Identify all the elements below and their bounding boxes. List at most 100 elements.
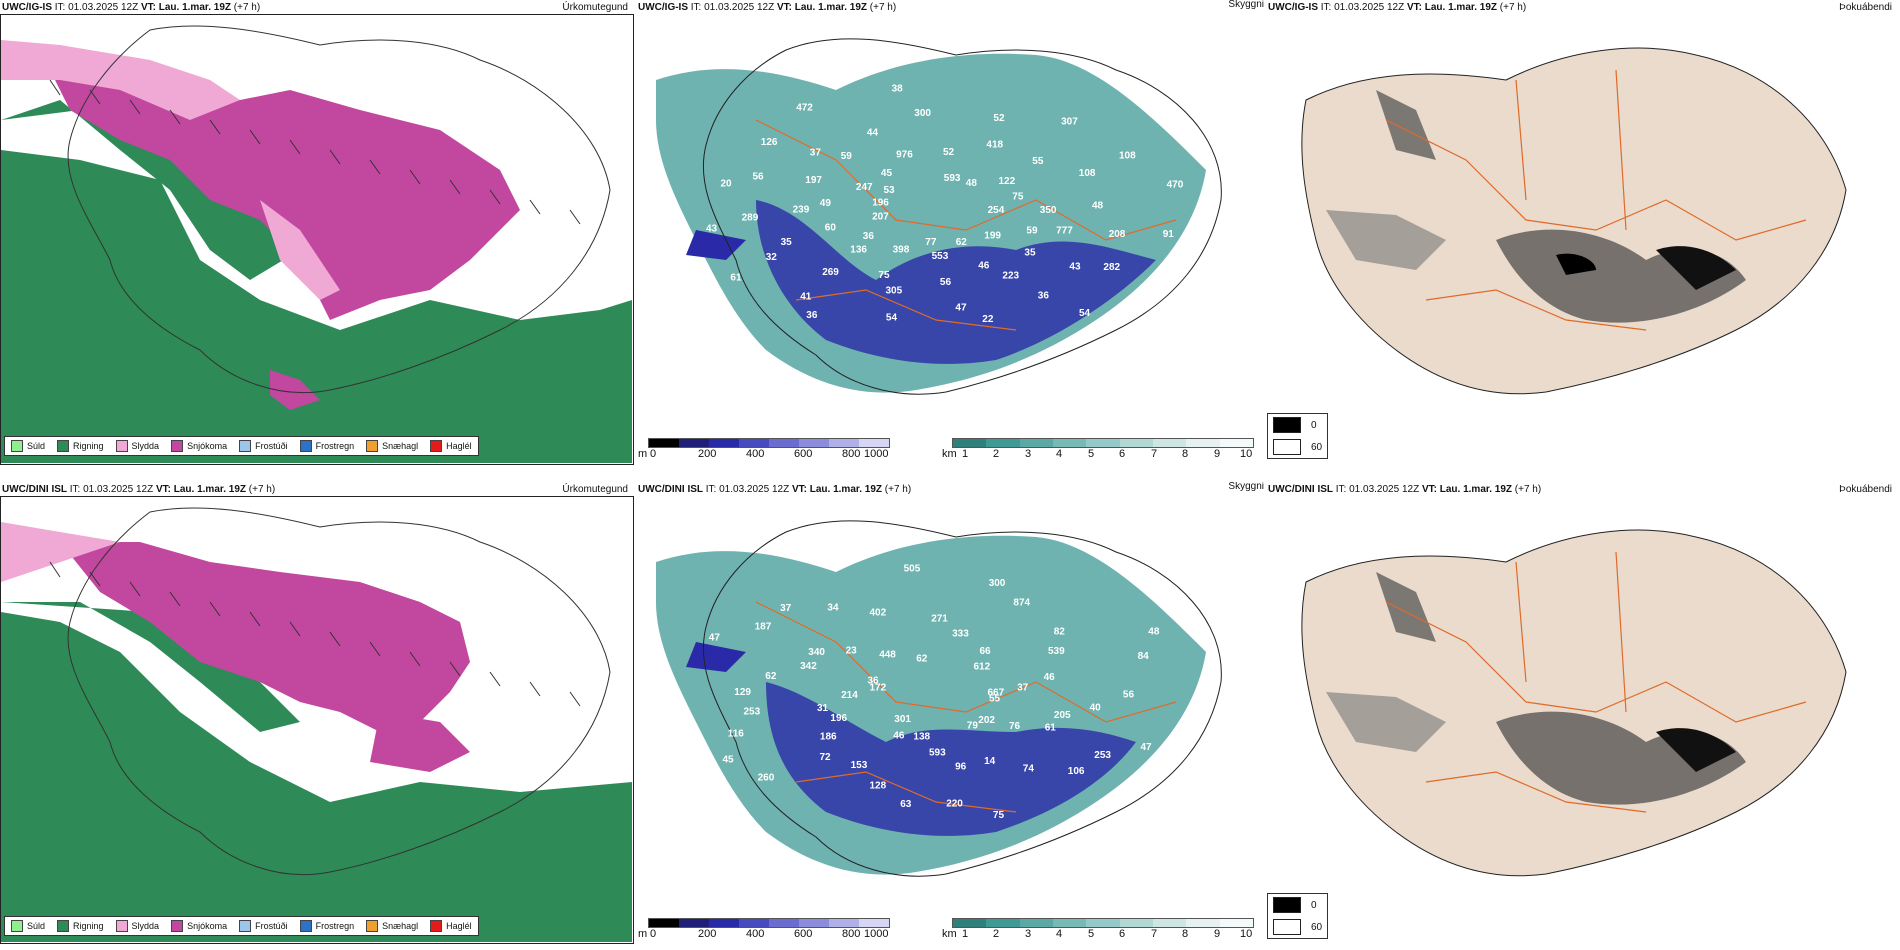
legend-item: Frostúði xyxy=(239,920,288,932)
ceiling-value-label: 197 xyxy=(805,175,822,186)
ceiling-value-label: 307 xyxy=(1061,116,1078,127)
ceiling-value-label: 470 xyxy=(1167,179,1184,190)
panel-name-fog: Þokuábendi xyxy=(1839,2,1892,13)
ceiling-value-label: 49 xyxy=(820,198,832,209)
legend-item: Súld xyxy=(11,440,45,452)
ceiling-value-label: 199 xyxy=(984,231,1001,242)
ceiling-value-label: 55 xyxy=(989,693,1001,704)
legend-item: Snjókoma xyxy=(171,440,227,452)
ceiling-value-label: 62 xyxy=(916,653,928,664)
ceiling-value-label: 777 xyxy=(1056,226,1073,237)
ceiling-value-label: 52 xyxy=(943,147,955,158)
ceiling-value-label: 333 xyxy=(952,628,969,639)
ceiling-value-label: 56 xyxy=(940,277,952,288)
ceiling-value-label: 45 xyxy=(723,755,735,766)
ceiling-value-label: 38 xyxy=(892,83,904,94)
panel-title: UWC/IG-IS IT: 01.03.2025 12Z VT: Lau. 1.… xyxy=(2,2,261,13)
ceiling-value-label: 214 xyxy=(841,690,858,701)
ceiling-value-label: 505 xyxy=(904,563,921,574)
legend-item: Snjókoma xyxy=(171,920,227,932)
ceiling-value-label: 37 xyxy=(810,148,822,159)
ceiling-value-label: 153 xyxy=(851,760,868,771)
ceiling-value-label: 46 xyxy=(978,261,990,272)
ceiling-value-label: 23 xyxy=(846,646,858,657)
ceiling-value-label: 874 xyxy=(1013,598,1030,609)
ceiling-value-label: 91 xyxy=(1163,229,1175,240)
ceiling-value-label: 593 xyxy=(929,747,946,758)
ceiling-value-label: 187 xyxy=(755,621,772,632)
ceiling-value-label: 35 xyxy=(1024,248,1036,259)
ceiling-value-label: 126 xyxy=(761,137,778,148)
ceiling-value-label: 14 xyxy=(984,756,996,767)
ceiling-value-label: 84 xyxy=(1138,651,1150,662)
ceiling-value-label: 62 xyxy=(956,237,968,248)
ceiling-value-label: 48 xyxy=(1092,201,1104,212)
ceiling-value-label: 340 xyxy=(808,647,825,658)
fog-panel-bottom: UWC/DINI ISL IT: 01.03.2025 12Z VT: Lau.… xyxy=(1266,482,1900,950)
ceiling-value-label: 20 xyxy=(721,179,733,190)
ceiling-value-label: 305 xyxy=(886,286,903,297)
ceiling-value-label: 66 xyxy=(980,646,992,657)
vis-panel-bottom: UWC/DINI ISL IT: 01.03.2025 12Z VT: Lau.… xyxy=(636,482,1266,950)
visibility-scale: km 1 2 3 4 5 6 7 8 9 10 xyxy=(942,438,1262,460)
ceiling-value-label: 56 xyxy=(753,172,765,183)
ceiling-value-label: 205 xyxy=(1054,710,1071,721)
ceiling-value-label: 129 xyxy=(734,687,751,698)
ceiling-value-label: 172 xyxy=(870,682,887,693)
ceiling-value-label: 342 xyxy=(800,661,817,672)
ceiling-value-label: 300 xyxy=(914,108,931,119)
ceiling-value-label: 74 xyxy=(1023,763,1035,774)
ceiling-value-label: 350 xyxy=(1040,205,1057,216)
ceiling-value-label: 539 xyxy=(1048,646,1065,657)
ceiling-value-label: 54 xyxy=(886,313,898,324)
ceiling-value-label: 136 xyxy=(850,245,867,256)
panel-name-visibility: Skyggni xyxy=(1228,482,1264,492)
precip-legend: Súld Rigning Slydda Snjókoma Frostúði Fr… xyxy=(4,436,479,456)
ceiling-value-label: 45 xyxy=(881,168,893,179)
ceiling-value-label: 223 xyxy=(1002,270,1019,281)
panel-title: UWC/IG-IS IT: 01.03.2025 12Z VT: Lau. 1.… xyxy=(1268,2,1527,13)
legend-item: Frostúði xyxy=(239,440,288,452)
ceiling-value-label: 75 xyxy=(878,270,890,281)
ceiling-value-label: 976 xyxy=(896,150,913,161)
ceiling-value-label: 48 xyxy=(1148,627,1160,638)
ceiling-value-label: 208 xyxy=(1109,229,1126,240)
ceiling-value-label: 207 xyxy=(872,211,889,222)
fog-scale-top: 0 60 xyxy=(1267,413,1329,459)
ceiling-value-label: 36 xyxy=(1038,290,1050,301)
ceiling-value-label: 59 xyxy=(841,151,853,162)
ceiling-value-label: 82 xyxy=(1054,627,1066,638)
ceiling-value-label: 72 xyxy=(820,752,832,763)
legend-item: Frostregn xyxy=(299,440,354,452)
precip-map xyxy=(0,482,636,950)
ceiling-value-label: 75 xyxy=(993,810,1005,821)
ceiling-value-label: 269 xyxy=(822,267,839,278)
legend-item: Snæhagl xyxy=(366,920,418,932)
ceiling-value-label: 667 xyxy=(988,688,1005,699)
ceiling-value-label: 472 xyxy=(796,102,813,113)
panel-name-fog: Þokuábendi xyxy=(1839,484,1892,495)
ceiling-value-label: 47 xyxy=(1141,742,1153,753)
legend-item: Haglél xyxy=(430,920,472,932)
ceiling-value-label: 36 xyxy=(863,231,875,242)
legend-item: Slydda xyxy=(115,920,159,932)
ceiling-value-label: 43 xyxy=(706,224,718,235)
ceiling-value-label: 122 xyxy=(999,176,1016,187)
ceiling-value-label: 108 xyxy=(1119,150,1136,161)
ceiling-value-label: 301 xyxy=(894,714,911,725)
ceiling-labels: 667 205 253 202 14 220 138 153 260 196 253 172 342 18… xyxy=(709,563,1160,820)
ceiling-value-label: 40 xyxy=(1090,703,1102,714)
ceiling-value-label: 32 xyxy=(766,252,778,263)
ceiling-value-label: 186 xyxy=(820,731,837,742)
ceiling-value-label: 282 xyxy=(1103,262,1120,273)
ceiling-value-label: 271 xyxy=(931,613,948,624)
ceiling-value-label: 116 xyxy=(728,729,745,740)
ceiling-value-label: 37 xyxy=(780,603,792,614)
ceiling-value-label: 247 xyxy=(856,182,873,193)
ceiling-value-label: 31 xyxy=(817,703,829,714)
ceiling-value-label: 254 xyxy=(988,205,1005,216)
legend-item: Snæhagl xyxy=(366,440,418,452)
panel-name-precip: Úrkomutegund xyxy=(562,484,628,495)
ceiling-value-label: 55 xyxy=(1032,156,1044,167)
ceiling-value-label: 553 xyxy=(932,251,949,262)
